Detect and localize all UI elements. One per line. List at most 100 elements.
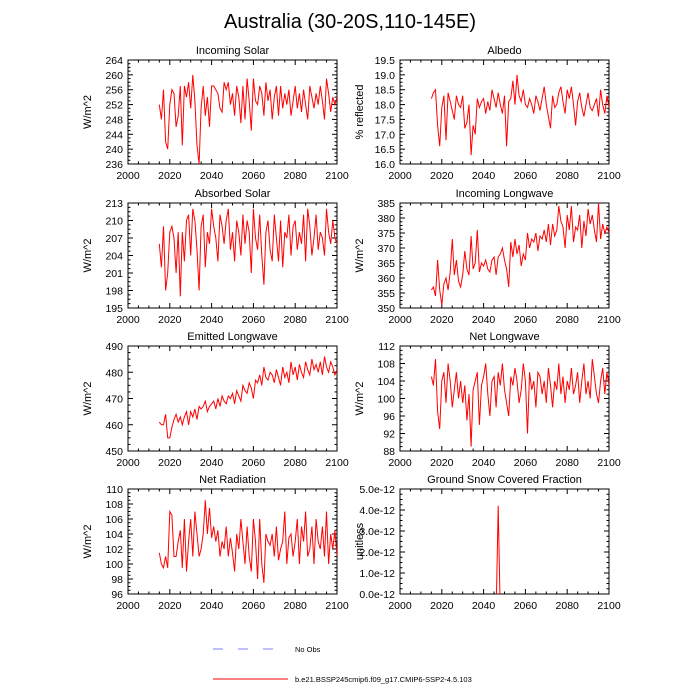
panel-4: Incoming Longwave W/m^2 2000 2020 2040 2060 20… bbox=[354, 188, 621, 326]
panel-1: Incoming Solar W/m^2 2000 2020 2040 2060 2080 2… bbox=[82, 45, 349, 182]
panel-title: Absorbed Solar bbox=[195, 188, 271, 200]
legend: No Obs b.e21.BSSP245cmip6.f09_g17.CMIP6-… bbox=[213, 645, 472, 684]
x-tick-label: 2100 bbox=[597, 314, 621, 326]
x-tick-label: 2060 bbox=[514, 600, 538, 612]
panel-frame bbox=[399, 59, 610, 165]
x-tick-label: 2080 bbox=[556, 170, 580, 182]
y-tick-label: 102 bbox=[105, 544, 123, 556]
y-tick-label: 198 bbox=[105, 286, 123, 298]
x-tick-label: 2060 bbox=[514, 314, 538, 326]
series-line bbox=[430, 203, 609, 306]
series-line bbox=[496, 505, 501, 594]
x-tick-label: 2040 bbox=[200, 600, 224, 612]
y-tick-label: 96 bbox=[111, 589, 123, 601]
x-tick-label: 2100 bbox=[325, 314, 349, 326]
panel-frame bbox=[399, 345, 610, 452]
x-tick-label: 2040 bbox=[200, 457, 224, 469]
legend-obs-label: No Obs bbox=[295, 645, 321, 654]
y-tick-label: 19.0 bbox=[375, 70, 396, 82]
x-tick-label: 2100 bbox=[597, 170, 621, 182]
x-tick-label: 2020 bbox=[158, 600, 182, 612]
y-tick-label: 260 bbox=[105, 70, 123, 82]
series-line bbox=[158, 500, 337, 583]
x-tick-label: 2040 bbox=[472, 600, 496, 612]
y-tick-label: 213 bbox=[105, 198, 123, 210]
x-tick-label: 2000 bbox=[388, 600, 412, 612]
figure-title: Australia (30-20S,110-145E) bbox=[224, 11, 476, 33]
y-tick-label: 106 bbox=[105, 514, 123, 526]
y-tick-label: 375 bbox=[377, 228, 395, 240]
legend-model-label: b.e21.BSSP245cmip6.f09_g17.CMIP6-SSP2-4.… bbox=[295, 675, 472, 684]
y-tick-label: 96 bbox=[383, 411, 395, 423]
y-tick-label: 480 bbox=[105, 367, 123, 379]
x-tick-label: 2080 bbox=[556, 600, 580, 612]
y-axis-label: unitless bbox=[354, 522, 366, 560]
panels-container: Incoming Solar W/m^2 2000 2020 2040 2060 2080 2… bbox=[82, 45, 621, 612]
y-tick-label: 360 bbox=[377, 273, 395, 285]
x-tick-label: 2000 bbox=[388, 314, 412, 326]
panel-7: Net Radiation W/m^2 2000 2020 2040 2060 2080 21… bbox=[82, 474, 349, 612]
x-tick-label: 2040 bbox=[472, 314, 496, 326]
y-tick-label: 92 bbox=[383, 429, 395, 441]
y-tick-label: 204 bbox=[105, 251, 123, 263]
x-tick-label: 2100 bbox=[597, 600, 621, 612]
x-tick-label: 2000 bbox=[116, 600, 140, 612]
x-tick-label: 2000 bbox=[388, 170, 412, 182]
x-tick-label: 2080 bbox=[284, 600, 308, 612]
y-tick-label: 370 bbox=[377, 243, 395, 255]
y-tick-label: 1.0e-12 bbox=[359, 568, 395, 580]
y-axis-label: W/m^2 bbox=[82, 525, 94, 559]
y-axis-label: W/m^2 bbox=[354, 239, 366, 273]
y-tick-label: 236 bbox=[105, 159, 123, 171]
series-line bbox=[158, 356, 337, 439]
x-tick-label: 2080 bbox=[284, 170, 308, 182]
panel-title: Ground Snow Covered Fraction bbox=[427, 474, 582, 486]
series-line bbox=[430, 359, 609, 447]
x-tick-label: 2080 bbox=[284, 314, 308, 326]
panel-title: Incoming Longwave bbox=[456, 188, 554, 200]
y-tick-label: 110 bbox=[106, 484, 123, 496]
panel-title: Net Radiation bbox=[199, 474, 266, 486]
y-tick-label: 16.5 bbox=[375, 144, 396, 156]
y-tick-label: 240 bbox=[105, 144, 123, 156]
y-tick-label: 207 bbox=[105, 233, 123, 245]
panel-title: Net Longwave bbox=[469, 331, 539, 343]
y-axis-label: W/m^2 bbox=[82, 382, 94, 416]
y-tick-label: 201 bbox=[105, 268, 123, 280]
x-tick-label: 2020 bbox=[158, 314, 182, 326]
x-tick-label: 2020 bbox=[430, 457, 454, 469]
panel-6: Net Longwave W/m^2 2000 2020 2040 2060 2080 210… bbox=[354, 331, 621, 469]
panel-frame bbox=[127, 488, 338, 595]
y-tick-label: 264 bbox=[105, 55, 123, 67]
y-tick-label: 112 bbox=[378, 341, 395, 353]
x-tick-label: 2000 bbox=[116, 314, 140, 326]
y-tick-label: 104 bbox=[105, 529, 123, 541]
y-tick-label: 0.0e-12 bbox=[359, 589, 395, 601]
y-tick-label: 460 bbox=[105, 420, 123, 432]
panel-title: Incoming Solar bbox=[196, 45, 270, 57]
y-tick-label: 195 bbox=[105, 303, 123, 315]
y-tick-label: 100 bbox=[105, 559, 123, 571]
x-tick-label: 2000 bbox=[116, 170, 140, 182]
x-tick-label: 2060 bbox=[242, 314, 266, 326]
x-tick-label: 2040 bbox=[472, 170, 496, 182]
series-line bbox=[158, 74, 337, 164]
y-tick-label: 17.5 bbox=[375, 114, 396, 126]
panel-5: Emitted Longwave W/m^2 2000 2020 2040 2060 208… bbox=[82, 331, 349, 469]
x-tick-label: 2100 bbox=[325, 600, 349, 612]
x-tick-label: 2040 bbox=[472, 457, 496, 469]
x-tick-label: 2080 bbox=[556, 314, 580, 326]
y-axis-label: W/m^2 bbox=[82, 95, 94, 129]
y-tick-label: 256 bbox=[105, 85, 123, 97]
panel-title: Albedo bbox=[487, 45, 521, 57]
x-tick-label: 2040 bbox=[200, 170, 224, 182]
series-line bbox=[430, 74, 609, 156]
y-tick-label: 450 bbox=[105, 446, 123, 458]
y-tick-label: 4.0e-12 bbox=[359, 505, 395, 517]
y-tick-label: 470 bbox=[105, 394, 123, 406]
y-tick-label: 88 bbox=[383, 446, 395, 458]
y-tick-label: 18.5 bbox=[375, 85, 396, 97]
panel-frame bbox=[399, 488, 610, 595]
panel-frame bbox=[399, 202, 610, 309]
x-tick-label: 2000 bbox=[116, 457, 140, 469]
